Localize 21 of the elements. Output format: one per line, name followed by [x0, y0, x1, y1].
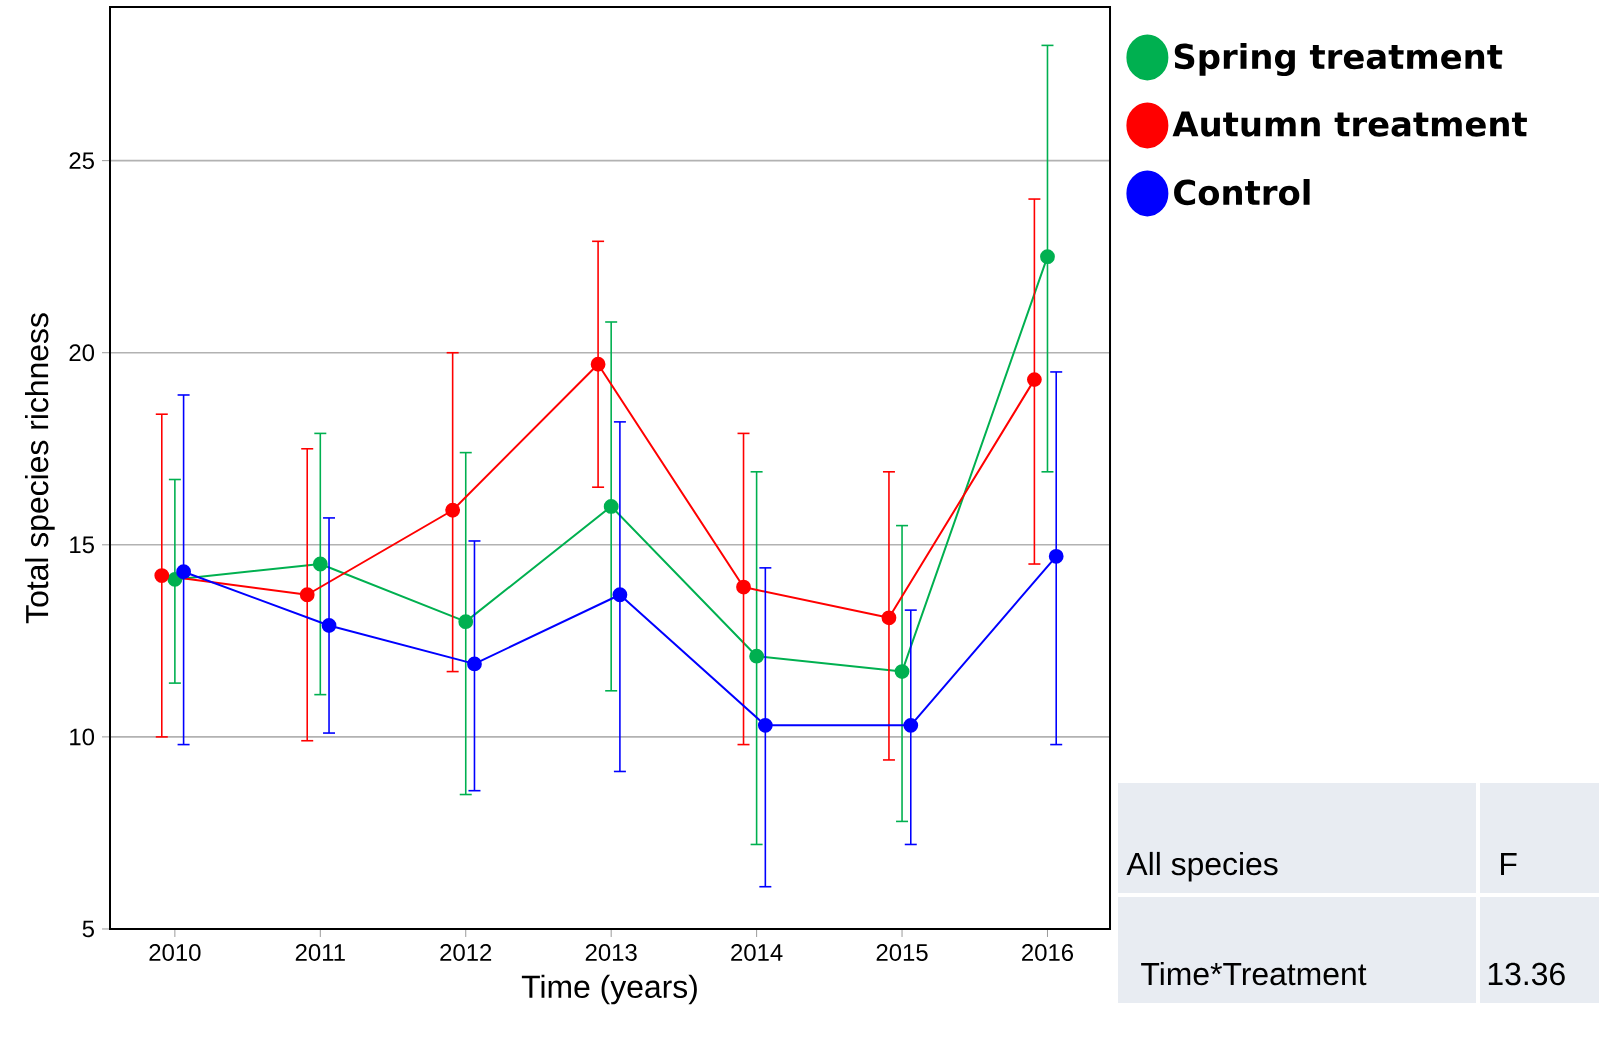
x-tick-label: 2016: [1022, 944, 1074, 961]
y-tick-label: 15: [70, 536, 94, 554]
y-tick-label: 10: [70, 728, 95, 746]
x-tick-label: 2013: [585, 944, 637, 961]
text: 13.36: [1488, 962, 1565, 986]
text: Time*Treatment: [1141, 961, 1367, 986]
legend-label: Control: [1174, 179, 1310, 206]
legend-label: Autumn treatment: [1172, 111, 1527, 137]
x-tick-label: 2012: [440, 944, 492, 961]
y-tick-label: 20: [69, 344, 95, 362]
y-axis-title: Total species richness: [24, 313, 55, 624]
text: All species: [1126, 851, 1278, 882]
legend-label: Spring treatment: [1174, 43, 1503, 77]
x-tick-label: 2011: [295, 944, 345, 961]
x-tick-label: 2015: [876, 944, 928, 961]
y-tick-label: 5: [82, 920, 94, 938]
x-tick-label: 2014: [731, 944, 783, 961]
y-tick-label: 25: [69, 152, 94, 170]
x-axis-title: Time (years): [521, 974, 697, 1005]
x-tick-label: 2010: [149, 944, 201, 961]
text: F: [1501, 853, 1517, 875]
